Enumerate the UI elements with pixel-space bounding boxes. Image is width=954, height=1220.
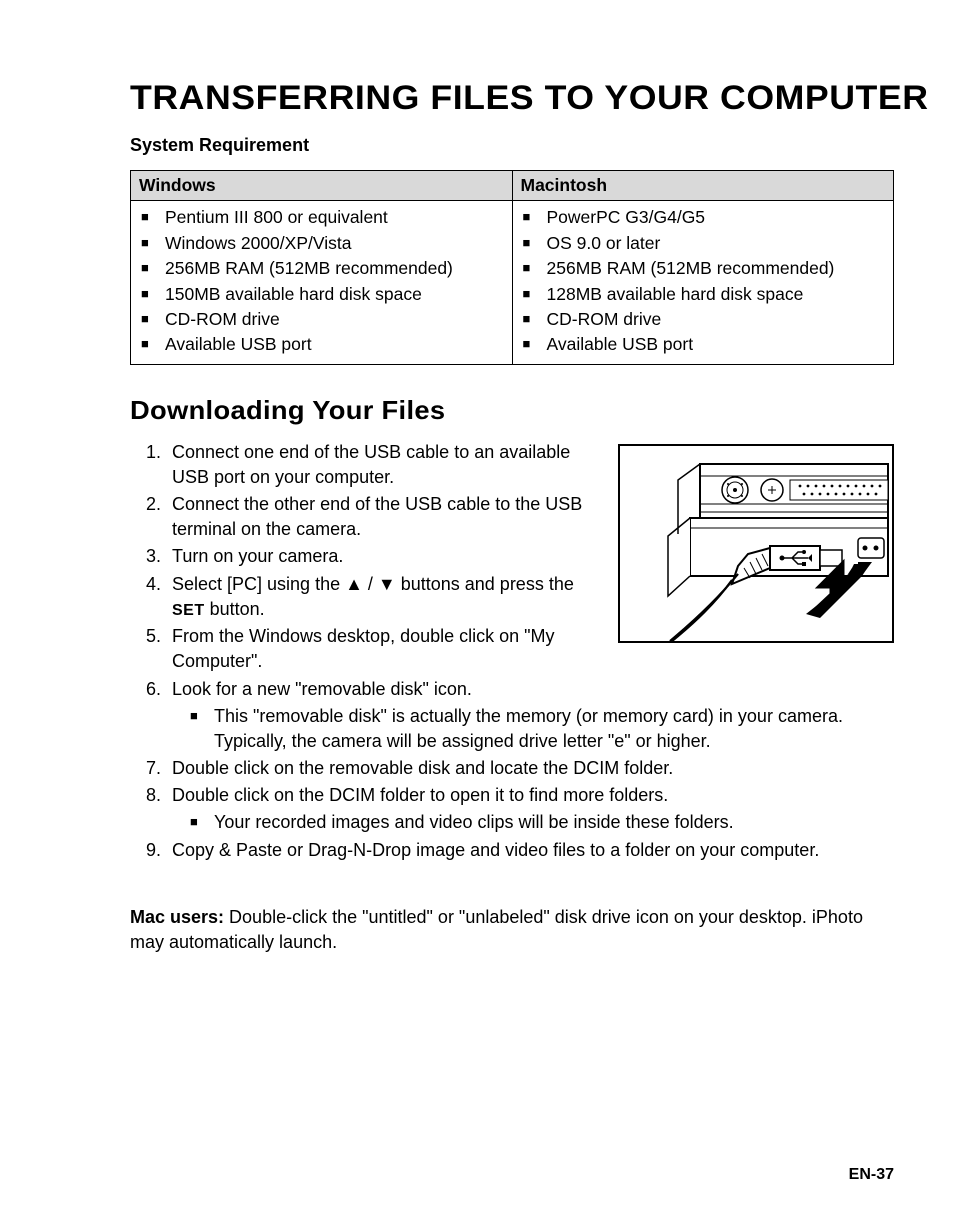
step-7: Double click on the removable disk and l…	[166, 756, 894, 781]
list-item: CD-ROM drive	[137, 307, 506, 332]
step-6-sub: This "removable disk" is actually the me…	[190, 704, 894, 754]
mac-list: PowerPC G3/G4/G5 OS 9.0 or later 256MB R…	[519, 205, 888, 357]
mac-users-text: Double-click the "untitled" or "unlabele…	[130, 907, 863, 952]
usb-connection-illustration	[618, 444, 894, 643]
step-8-text: Double click on the DCIM folder to open …	[172, 785, 668, 805]
td-macintosh: PowerPC G3/G4/G5 OS 9.0 or later 256MB R…	[512, 201, 894, 364]
step-6-sublist: This "removable disk" is actually the me…	[172, 704, 894, 754]
page-number: EN-37	[849, 1166, 894, 1184]
step-6-text: Look for a new "removable disk" icon.	[172, 679, 472, 699]
list-item: 256MB RAM (512MB recommended)	[519, 256, 888, 281]
list-item: 150MB available hard disk space	[137, 282, 506, 307]
th-windows: Windows	[131, 171, 513, 201]
list-item: OS 9.0 or later	[519, 231, 888, 256]
list-item: 256MB RAM (512MB recommended)	[137, 256, 506, 281]
requirements-table: Windows Macintosh Pentium III 800 or equ…	[130, 170, 894, 364]
page-container: TRANSFERRING FILES TO YOUR COMPUTER Syst…	[0, 0, 954, 1220]
page-title: TRANSFERRING FILES TO YOUR COMPUTER	[130, 80, 932, 117]
section-heading: Downloading Your Files	[130, 395, 932, 426]
list-item: CD-ROM drive	[519, 307, 888, 332]
list-item: PowerPC G3/G4/G5	[519, 205, 888, 230]
step-8: Double click on the DCIM folder to open …	[166, 783, 894, 835]
system-requirement-label: System Requirement	[130, 135, 894, 156]
step-4-text-a: Select [PC] using the ▲ / ▼ buttons and …	[172, 574, 574, 594]
step-8-sub: Your recorded images and video clips wil…	[190, 810, 894, 835]
step-4-text-b: button.	[205, 599, 265, 619]
list-item: Available USB port	[519, 332, 888, 357]
mac-users-label: Mac users:	[130, 907, 224, 927]
step-6: Look for a new "removable disk" icon. Th…	[166, 677, 894, 755]
list-item: Available USB port	[137, 332, 506, 357]
step-8-sublist: Your recorded images and video clips wil…	[172, 810, 894, 835]
th-macintosh: Macintosh	[512, 171, 894, 201]
list-item: 128MB available hard disk space	[519, 282, 888, 307]
td-windows: Pentium III 800 or equivalent Windows 20…	[131, 201, 513, 364]
list-item: Windows 2000/XP/Vista	[137, 231, 506, 256]
list-item: Pentium III 800 or equivalent	[137, 205, 506, 230]
mac-users-note: Mac users: Double-click the "untitled" o…	[130, 905, 894, 955]
set-button-label: SET	[172, 602, 205, 619]
table-body-row: Pentium III 800 or equivalent Windows 20…	[131, 201, 894, 364]
step-9: Copy & Paste or Drag-N-Drop image and vi…	[166, 838, 894, 863]
windows-list: Pentium III 800 or equivalent Windows 20…	[137, 205, 506, 357]
arrow-overlay-icon	[620, 446, 892, 641]
steps-wrap: Connect one end of the USB cable to an a…	[130, 440, 894, 956]
table-header-row: Windows Macintosh	[131, 171, 894, 201]
